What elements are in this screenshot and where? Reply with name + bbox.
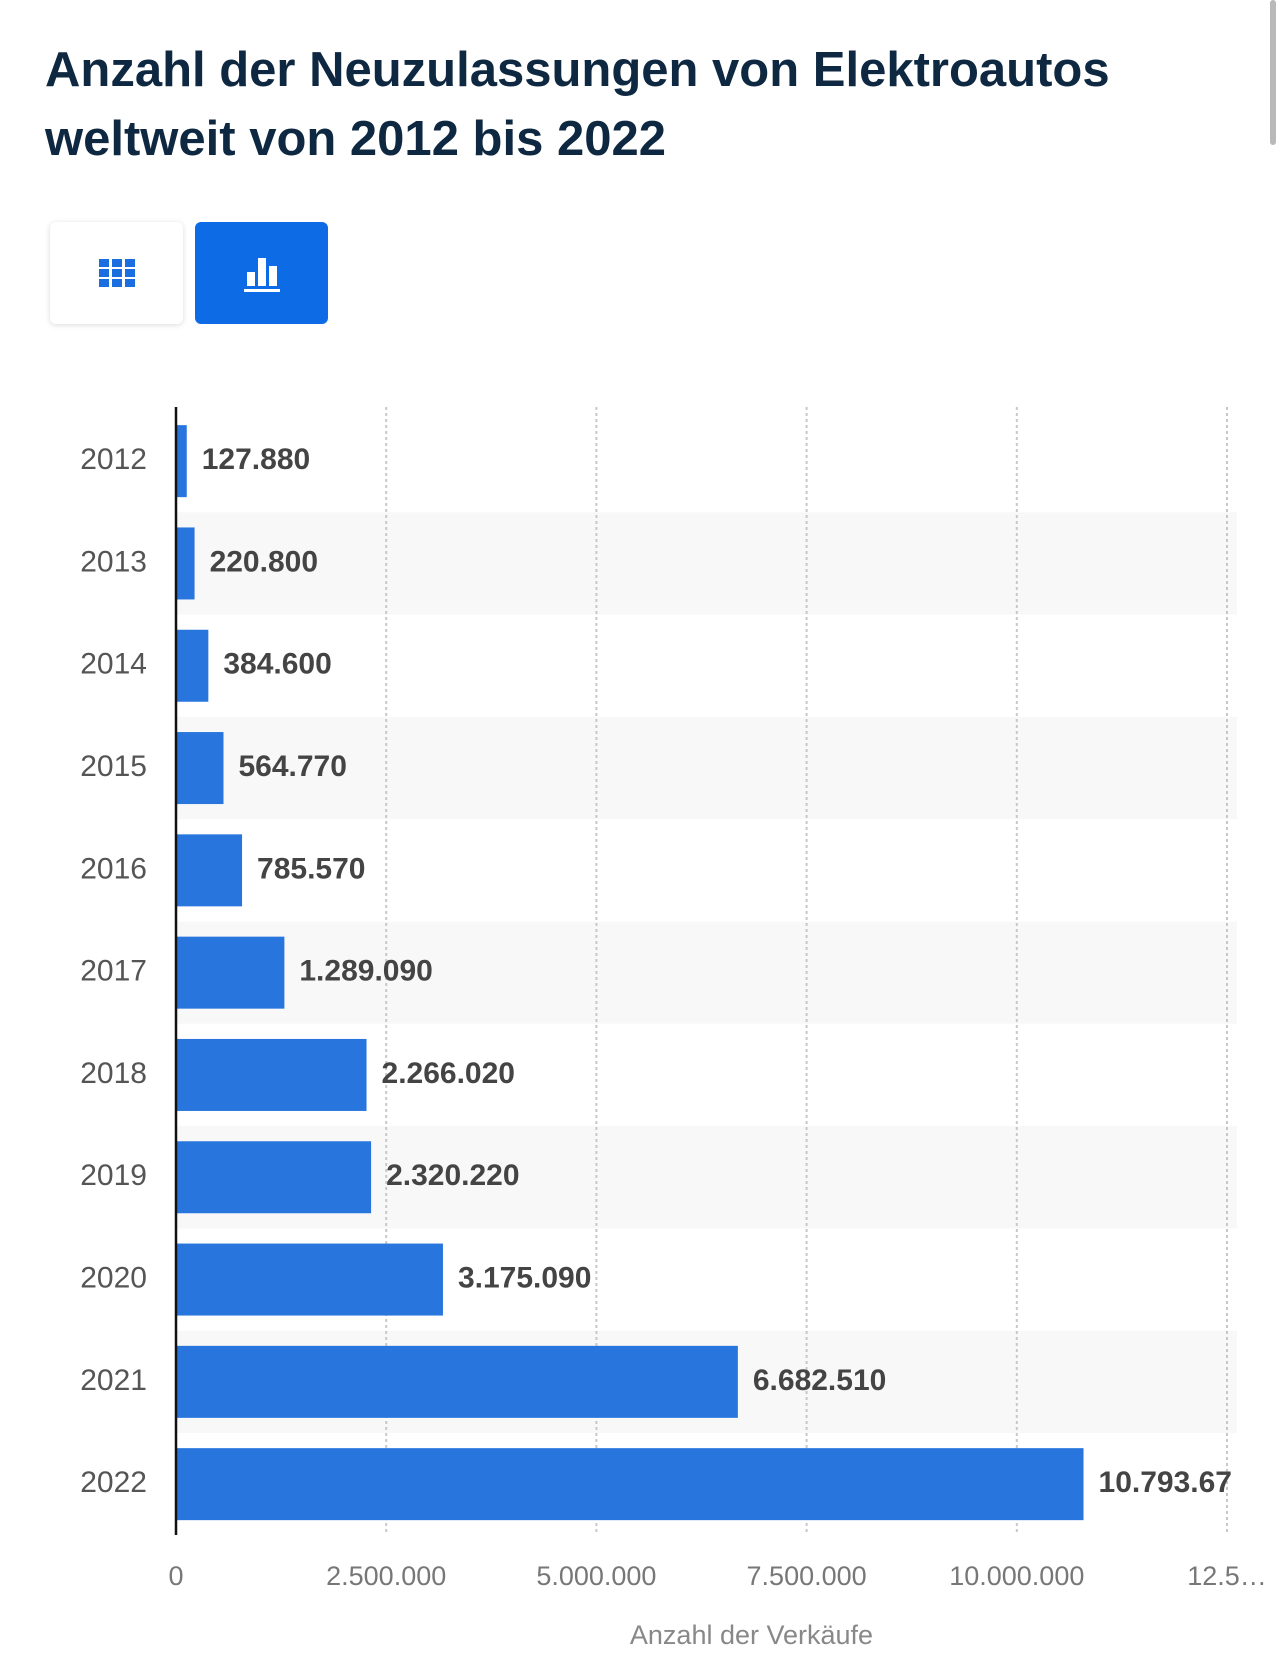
y-tick-label: 2014 [80, 648, 147, 681]
data-label: 2.320.220 [386, 1159, 519, 1192]
y-tick-label: 2012 [80, 443, 147, 476]
data-label: 564.770 [238, 750, 346, 783]
row-stripe [176, 1126, 1237, 1229]
bar [176, 1345, 738, 1418]
row-stripe [176, 512, 1237, 615]
data-label: 1.289.090 [299, 955, 432, 988]
bar [176, 936, 285, 1009]
row-stripe [176, 716, 1237, 820]
x-tick-label: 10.000.000 [949, 1561, 1084, 1591]
y-tick-label: 2018 [80, 1057, 147, 1090]
y-tick-label: 2013 [80, 545, 147, 578]
chart-icon [244, 258, 280, 292]
bar [176, 1243, 443, 1316]
x-tick-label: 12.5… [1187, 1561, 1267, 1591]
y-tick-label: 2016 [80, 852, 147, 885]
data-label: 384.600 [223, 648, 331, 681]
table-icon [99, 259, 135, 287]
chart-title: Anzahl der Neuzulassungen von Elektroaut… [45, 43, 1110, 166]
data-label: 3.175.090 [458, 1261, 591, 1294]
row-stripe [176, 921, 1237, 1024]
data-label: 127.880 [202, 443, 310, 476]
bar [176, 527, 195, 600]
x-tick-label: 7.500.000 [747, 1561, 867, 1591]
bar [176, 1038, 367, 1111]
y-tick-label: 2021 [80, 1364, 147, 1397]
row-stripe [176, 1330, 1237, 1433]
data-label: 2.266.020 [382, 1057, 515, 1090]
bar [176, 834, 243, 907]
scrollbar [1270, 0, 1276, 145]
bar [176, 1141, 372, 1214]
chart-view-button[interactable] [195, 222, 328, 324]
data-label: 785.570 [257, 852, 365, 885]
data-label: 10.793.67 [1099, 1466, 1232, 1499]
x-axis-title: Anzahl der Verkäufe [630, 1620, 873, 1650]
x-tick-label: 0 [168, 1561, 183, 1591]
y-tick-label: 2022 [80, 1466, 147, 1499]
table-view-button[interactable] [50, 222, 183, 324]
x-tick-label: 2.500.000 [326, 1561, 446, 1591]
bar [176, 629, 209, 702]
bar [176, 732, 224, 805]
y-tick-label: 2019 [80, 1159, 147, 1192]
data-label: 6.682.510 [753, 1364, 886, 1397]
x-tick-label: 5.000.000 [536, 1561, 656, 1591]
y-tick-label: 2020 [80, 1261, 147, 1294]
data-label: 220.800 [210, 545, 318, 578]
bar [176, 1448, 1084, 1521]
y-tick-label: 2015 [80, 750, 147, 783]
bar [176, 425, 187, 498]
y-tick-label: 2017 [80, 955, 147, 988]
